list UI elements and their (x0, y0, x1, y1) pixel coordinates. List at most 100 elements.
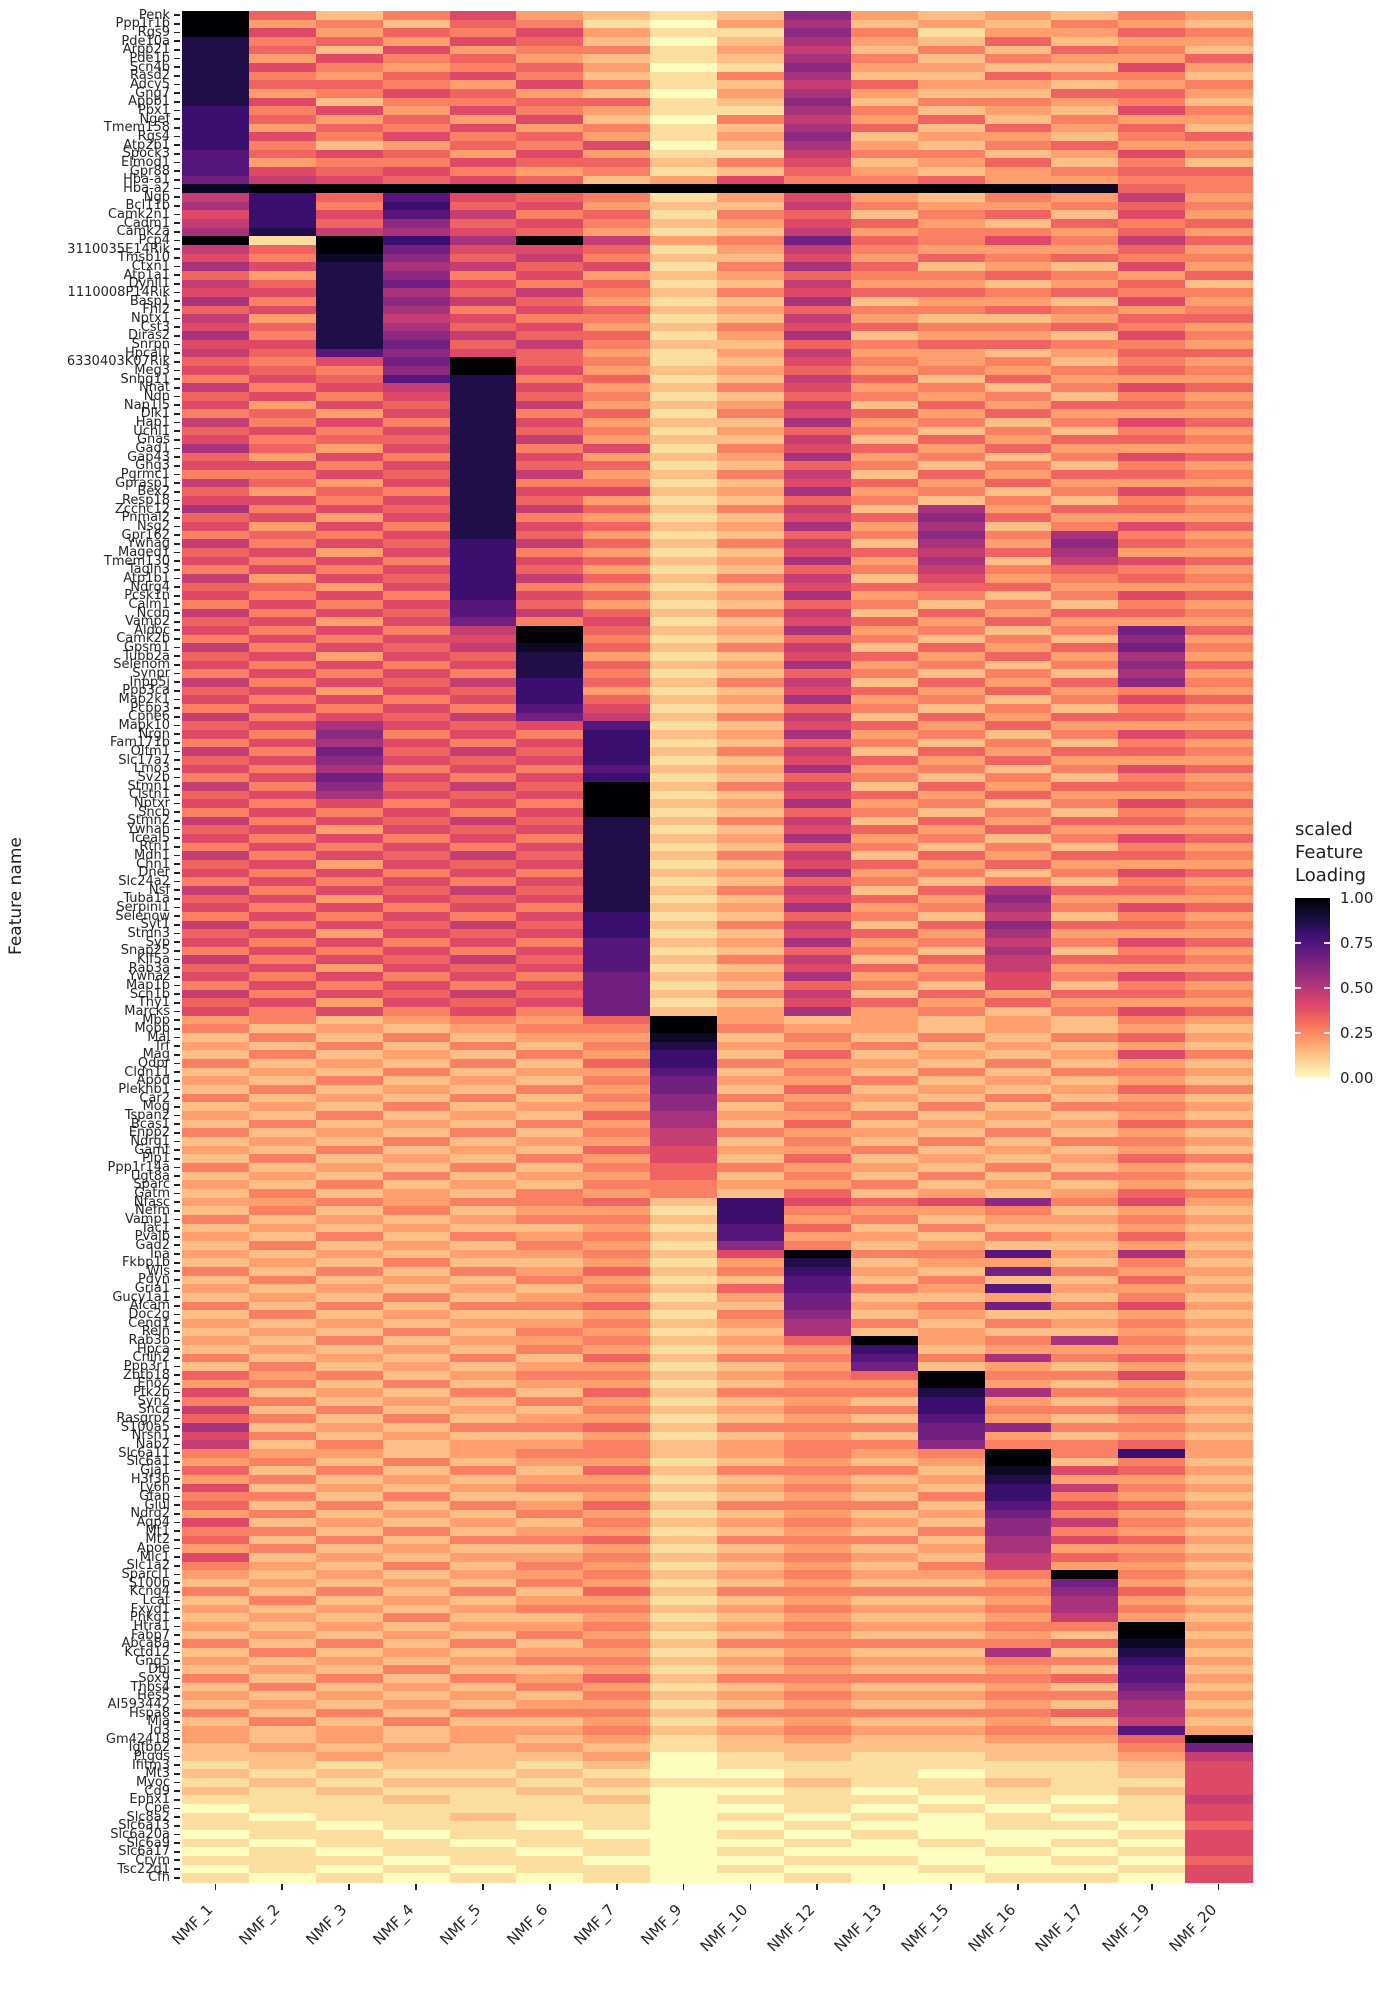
heatmap-cell (917, 981, 986, 991)
heatmap-cell (382, 1318, 451, 1329)
y-axis-label: Hba-a1 (123, 172, 170, 188)
heatmap-cell (583, 236, 651, 246)
heatmap-cell (1185, 868, 1253, 878)
heatmap-cell (516, 565, 584, 575)
heatmap-cell (984, 1275, 1052, 1285)
heatmap-cell (650, 36, 718, 47)
heatmap-cell (248, 539, 317, 549)
heatmap-cell (1185, 1552, 1253, 1563)
heatmap-cell (984, 45, 1052, 55)
heatmap-cell (1051, 1007, 1119, 1017)
heatmap-cell (449, 1726, 517, 1736)
heatmap-cell (1118, 1388, 1186, 1398)
y-axis-label: Tagln3 (127, 562, 170, 578)
heatmap-cell (182, 1111, 250, 1121)
y-axis-label: Cfh (148, 1870, 170, 1886)
axis-tick (174, 1201, 180, 1203)
axis-tick (174, 1478, 180, 1481)
heatmap-cell (717, 1518, 785, 1528)
heatmap-cell (516, 1561, 584, 1571)
heatmap-cell (717, 71, 785, 81)
heatmap-cell (516, 582, 584, 592)
heatmap-cell (449, 842, 517, 852)
heatmap-cell (182, 946, 250, 956)
heatmap-cell (516, 1422, 584, 1433)
heatmap-cell (182, 1682, 250, 1693)
heatmap-cell (917, 253, 986, 263)
legend: scaled Feature Loading 1.00 0.75 0.50 0.25 0… (1295, 818, 1400, 1085)
heatmap-cell (182, 11, 250, 21)
heatmap-cell (315, 1396, 384, 1407)
heatmap-cell (248, 1474, 317, 1485)
heatmap-cell (850, 426, 919, 437)
y-axis-label: Gfap (139, 1489, 170, 1505)
heatmap-cell (583, 1752, 651, 1762)
heatmap-cell (1118, 946, 1186, 956)
heatmap-cell (315, 1509, 384, 1519)
heatmap-cell (783, 435, 852, 445)
heatmap-cell (182, 556, 250, 566)
heatmap-cell (650, 626, 718, 636)
heatmap-cell (382, 478, 451, 488)
heatmap-cell (1118, 799, 1186, 809)
heatmap-cell (248, 1639, 317, 1649)
heatmap-cell (917, 1370, 986, 1381)
heatmap-cell (1185, 548, 1253, 558)
heatmap-cell (248, 504, 317, 514)
heatmap-cell (1051, 1821, 1119, 1831)
heatmap-cell (984, 28, 1052, 38)
heatmap-cell (182, 799, 250, 809)
heatmap-cell (516, 651, 584, 662)
heatmap-cell (1185, 911, 1253, 922)
axis-tick (174, 1001, 180, 1004)
heatmap-cell (917, 1336, 986, 1346)
heatmap-cell (449, 1717, 517, 1727)
y-axis-label: Hpcal1 (124, 345, 170, 361)
heatmap-cell (984, 1266, 1052, 1277)
heatmap-cell (382, 1327, 451, 1337)
y-axis-label: Mag (142, 1047, 170, 1063)
heatmap-cell (583, 36, 651, 47)
y-axis-label: Fabp7 (130, 1627, 170, 1643)
heatmap-cell (182, 62, 250, 73)
heatmap-cell (717, 548, 785, 558)
heatmap-cell (248, 963, 317, 974)
heatmap-cell (516, 1431, 584, 1441)
axis-tick (174, 412, 180, 415)
heatmap-cell (783, 1596, 852, 1606)
heatmap-cell (650, 1266, 718, 1277)
heatmap-cell (382, 1370, 451, 1381)
heatmap-cell (783, 1856, 852, 1866)
heatmap-cell (917, 1769, 986, 1779)
heatmap-cell (315, 305, 384, 315)
heatmap-cell (583, 1604, 651, 1615)
heatmap-cell (382, 1622, 451, 1632)
heatmap-cell (315, 1180, 384, 1190)
heatmap-cell (516, 1492, 584, 1502)
heatmap-cell (382, 1067, 451, 1078)
heatmap-cell (248, 149, 317, 159)
heatmap-cell (382, 574, 451, 584)
heatmap-cell (449, 71, 517, 81)
heatmap-cell (382, 1154, 451, 1164)
axis-tick (174, 846, 180, 848)
heatmap-cell (1051, 114, 1119, 125)
heatmap-cell (650, 1067, 718, 1078)
heatmap-cell (850, 1613, 919, 1623)
heatmap-cell (248, 1024, 317, 1034)
y-axis-label: Tac1 (140, 1220, 170, 1236)
heatmap-cell (1185, 1708, 1253, 1718)
axis-tick (174, 1313, 180, 1316)
heatmap-cell (516, 1700, 584, 1710)
heatmap-cell (583, 1284, 651, 1294)
heatmap-cell (1185, 62, 1253, 73)
heatmap-cell (1118, 747, 1186, 757)
heatmap-cell (449, 929, 517, 939)
axis-tick (174, 534, 180, 536)
heatmap-cell (1051, 62, 1119, 73)
heatmap-cell (650, 1804, 718, 1814)
heatmap-cell (1118, 755, 1186, 766)
heatmap-cell (315, 1691, 384, 1701)
heatmap-cell (1185, 781, 1253, 792)
